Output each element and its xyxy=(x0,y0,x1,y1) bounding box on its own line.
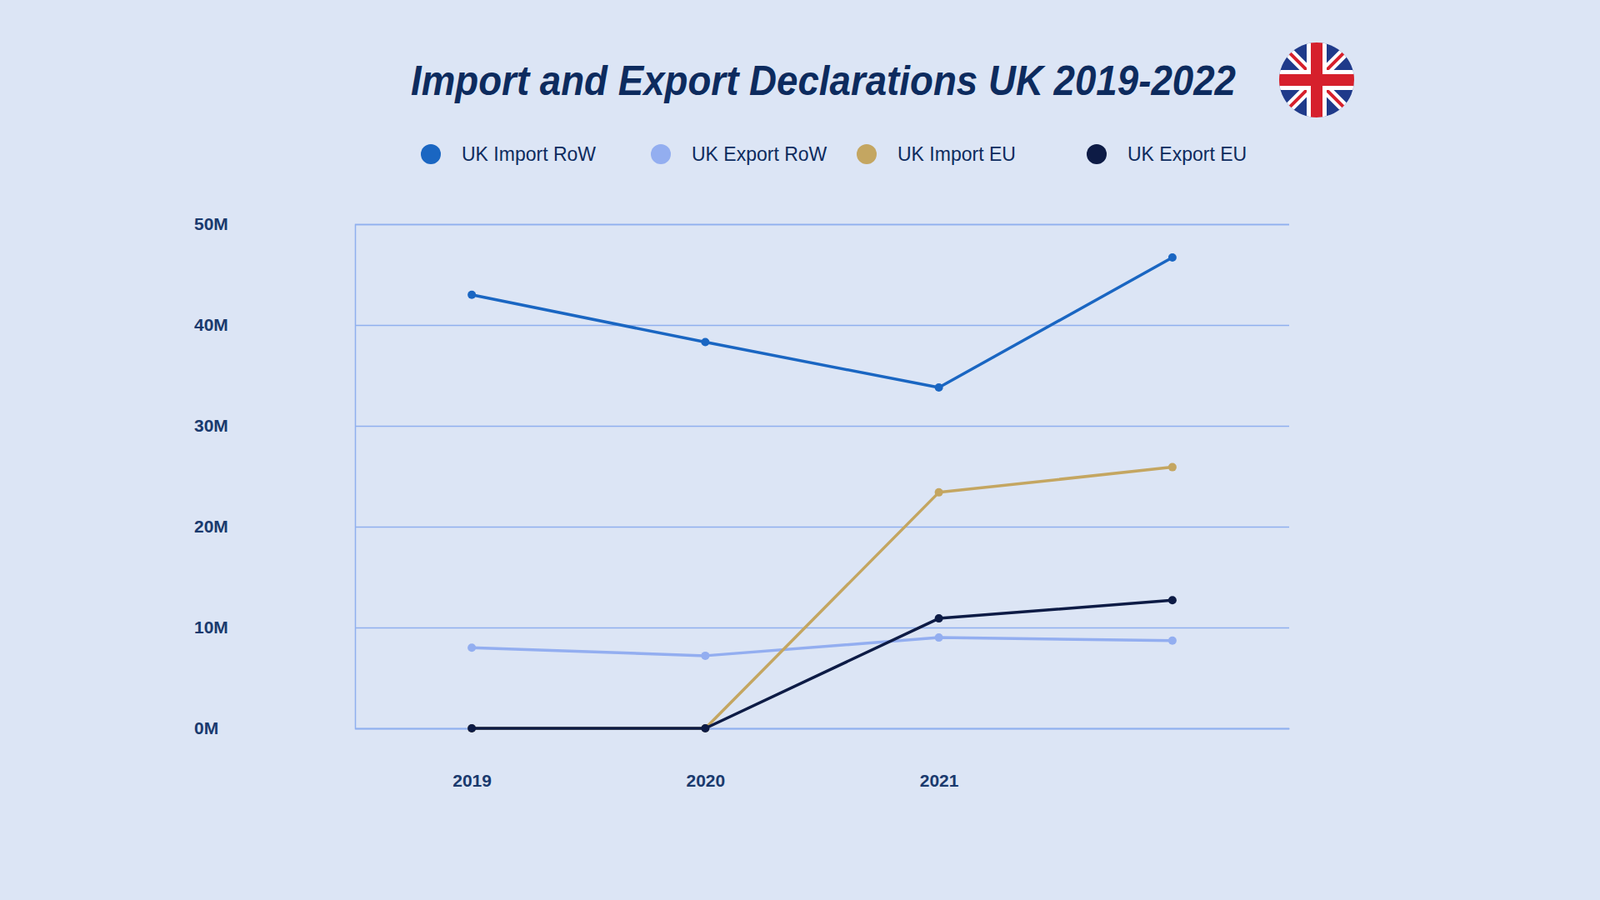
y-axis: 0M 10M 20M 30M 40M 50M xyxy=(194,214,1290,738)
data-point xyxy=(1168,253,1177,262)
data-point xyxy=(935,488,944,497)
grid-line xyxy=(355,425,1290,428)
x-tick: 2021 xyxy=(920,728,960,790)
legend-item: UK Export RoW xyxy=(650,143,828,165)
y-tick: 50M xyxy=(194,214,1290,234)
x-tick-label: 2019 xyxy=(452,770,492,790)
legend-label: UK Import EU xyxy=(897,143,1016,165)
plot-area xyxy=(467,253,1177,733)
data-point xyxy=(935,383,944,392)
y-tick-label: 20M xyxy=(194,516,229,536)
title: Import and Export Declarations UK 2019-2… xyxy=(410,57,1236,105)
y-tick: 30M xyxy=(194,415,1290,435)
legend-item: UK Import EU xyxy=(856,143,1016,165)
x-tick: 2020 xyxy=(686,728,726,790)
legend-label: UK Export RoW xyxy=(691,143,828,165)
y-tick: 40M xyxy=(194,315,1290,335)
grid-line xyxy=(355,224,1290,226)
legend-swatch xyxy=(650,144,671,165)
y-tick: 0M xyxy=(194,718,1290,738)
y-tick-label: 0M xyxy=(194,718,219,738)
x-tick: 2019 xyxy=(452,728,492,790)
y-tick-label: 10M xyxy=(194,617,229,637)
y-axis-line xyxy=(355,225,1290,730)
data-point xyxy=(467,724,476,733)
x-tick-label: 2021 xyxy=(920,770,960,790)
legend-swatch xyxy=(420,144,441,165)
legend-label: UK Import RoW xyxy=(461,143,596,165)
grid-line xyxy=(355,325,1290,327)
flag xyxy=(1279,42,1355,118)
series-line xyxy=(471,257,1173,388)
y-tick-label: 40M xyxy=(194,315,229,335)
legend-label: UK Export EU xyxy=(1127,143,1247,165)
y-tick-label: 30M xyxy=(194,415,229,435)
grid-line xyxy=(355,526,1290,529)
legend-item: UK Export EU xyxy=(1086,143,1247,165)
x-tick-label: 2020 xyxy=(686,770,726,790)
data-point xyxy=(467,724,476,733)
grid-line xyxy=(355,627,1290,630)
data-point xyxy=(700,338,710,347)
data-point xyxy=(700,724,710,733)
data-point xyxy=(935,614,944,623)
y-tick: 10M xyxy=(194,617,1290,637)
data-point xyxy=(467,643,476,652)
data-point xyxy=(1168,595,1177,605)
data-point xyxy=(1168,463,1177,472)
legend-item: UK Import RoW xyxy=(420,143,596,165)
legend: UK Import RoW UK Export RoW UK Import EU UK… xyxy=(420,143,1247,165)
y-tick-label: 50M xyxy=(194,214,229,234)
series-line xyxy=(471,637,1173,656)
background xyxy=(0,0,1600,900)
data-point xyxy=(700,724,710,733)
chart: Import and Export Declarations UK 2019-2… xyxy=(0,0,1600,900)
x-axis: 2019 2020 2021 xyxy=(355,728,1290,790)
data-point xyxy=(1168,636,1177,645)
y-tick: 20M xyxy=(194,516,1290,536)
data-point xyxy=(700,651,710,660)
series-line xyxy=(471,600,1173,729)
legend-swatch xyxy=(1086,144,1107,165)
data-point xyxy=(467,290,476,300)
legend-swatch xyxy=(856,144,877,165)
data-point xyxy=(935,633,944,642)
series-line xyxy=(471,467,1173,729)
